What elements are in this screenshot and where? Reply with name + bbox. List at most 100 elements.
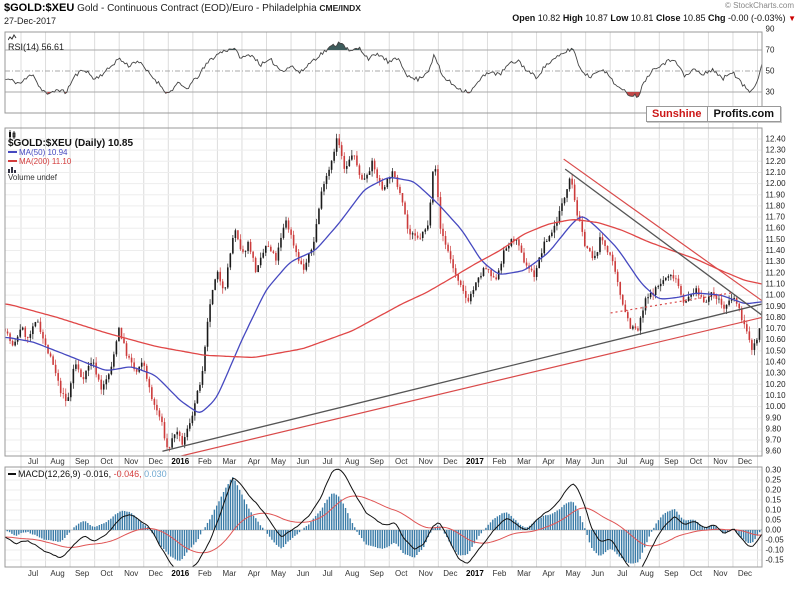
x-tick-label: Aug xyxy=(50,569,64,578)
x-axis-labels: Jul Aug Sep Oct Nov Dec 2016 Feb Mar Apr May Jun Jul… xyxy=(28,457,752,466)
y-tick-label: 11.00 xyxy=(766,291,786,300)
x-tick-label: 2017 xyxy=(466,457,484,466)
y-tick-label: 9.60 xyxy=(766,447,782,456)
x-tick-label: Jun xyxy=(297,457,310,466)
volume-bars-icon xyxy=(8,167,16,173)
x-tick-label: Sep xyxy=(75,569,90,578)
macd-hist-value: 0.030 xyxy=(144,469,167,479)
y-tick-label: 12.00 xyxy=(766,179,787,188)
open-label: Open xyxy=(512,13,536,23)
rising-support-red xyxy=(178,316,762,456)
x-tick-label: Sep xyxy=(664,457,679,466)
rsi-label-text: RSI(14) 56.61 xyxy=(8,42,65,52)
macd-label-text: MACD(12,26,9) xyxy=(18,469,81,479)
rsi-indicator-label: RSI(14) 56.61 xyxy=(8,34,64,52)
y-tick-label: 10.30 xyxy=(766,369,787,378)
chg-down-icon: ▼ xyxy=(788,14,796,23)
legend-ma50-row: MA(50) 10.94 xyxy=(8,148,133,157)
x-tick-label: May xyxy=(271,457,286,466)
y-tick-label: 11.70 xyxy=(766,213,786,222)
chg-value: -0.00 (-0.03%) xyxy=(728,13,786,23)
x-tick-label: Oct xyxy=(100,569,113,578)
moving-averages xyxy=(5,177,762,413)
trendlines xyxy=(162,158,762,456)
x-tick-label: Apr xyxy=(248,569,261,578)
macd-series xyxy=(5,468,762,567)
y-tick-label: 11.80 xyxy=(766,201,786,210)
y-tick-label: 12.20 xyxy=(766,157,787,166)
close-label: Close xyxy=(655,13,681,23)
close-value: 10.85 xyxy=(682,13,706,23)
rsi-reference-lines xyxy=(5,49,762,93)
legend-ma200-row: MA(200) 11.10 xyxy=(8,157,133,166)
y-tick-label: 0.10 xyxy=(766,506,782,515)
x-tick-label: Dec xyxy=(443,457,457,466)
macd-indicator-label: MACD(12,26,9) -0.016, -0.046, 0.030 xyxy=(8,469,167,479)
chart-header: $GOLD:$XEU Gold - Continuous Contract (E… xyxy=(4,2,361,14)
x-tick-label: Mar xyxy=(223,569,237,578)
x-tick-label: Oct xyxy=(690,457,703,466)
macd-signal-value: -0.046, xyxy=(113,469,142,479)
stockcharts-credit: © StockCharts.com xyxy=(724,1,794,10)
x-tick-label: Nov xyxy=(419,569,433,578)
x-tick-label: Oct xyxy=(100,457,113,466)
x-tick-label: Aug xyxy=(640,569,654,578)
x-tick-label: Dec xyxy=(738,457,752,466)
x-tick-label: Mar xyxy=(517,457,531,466)
exchange-code: CME/INDX xyxy=(319,3,361,13)
y-tick-label: 0.30 xyxy=(766,466,782,475)
y-tick-label: 12.10 xyxy=(766,168,787,177)
low-value: 10.81 xyxy=(630,13,654,23)
x-tick-label: May xyxy=(271,569,286,578)
price-gridlines xyxy=(5,138,762,561)
x-tick-label: Feb xyxy=(493,569,507,578)
y-tick-label: 0.15 xyxy=(766,496,782,505)
x-tick-label: Sep xyxy=(370,457,385,466)
y-tick-label: 12.30 xyxy=(766,146,787,155)
legend-symbol-text: $GOLD:$XEU (Daily) 10.85 xyxy=(8,138,134,149)
legend-volume-text: Volume undef xyxy=(8,173,57,182)
x-tick-label: Aug xyxy=(50,457,64,466)
y-tick-label: 10.90 xyxy=(766,302,787,311)
x-tick-label: Jul xyxy=(322,569,332,578)
x-tick-label: Feb xyxy=(198,569,212,578)
y-tick-label: 11.50 xyxy=(766,235,786,244)
x-tick-label: Dec xyxy=(738,569,752,578)
month-gridlines xyxy=(20,32,758,567)
x-tick-label: Aug xyxy=(345,569,359,578)
x-tick-label: May xyxy=(566,569,581,578)
x-tick-label: Apr xyxy=(248,457,261,466)
y-tick-label: 11.40 xyxy=(766,246,786,255)
x-tick-label: Nov xyxy=(713,569,727,578)
macd-line-swatch xyxy=(8,473,16,475)
legend-ma200-text: MA(200) 11.10 xyxy=(19,157,72,166)
ma50-line-swatch xyxy=(8,151,17,153)
x-tick-label: Sep xyxy=(370,569,385,578)
x-tick-label: Oct xyxy=(690,569,703,578)
legend-symbol-row: $GOLD:$XEU (Daily) 10.85 xyxy=(8,130,134,149)
y-tick-label: 0.25 xyxy=(766,476,782,485)
candlestick-icon xyxy=(9,130,16,139)
x-tick-label: Nov xyxy=(419,457,433,466)
y-tick-label: 0.05 xyxy=(766,516,782,525)
macd-y-axis: 0.300.250.200.150.100.050.00-0.05-0.10-0… xyxy=(766,466,785,565)
y-tick-label: 11.90 xyxy=(766,190,786,199)
x-axis-labels: Jul Aug Sep Oct Nov Dec 2016 Feb Mar Apr May Jun Jul… xyxy=(28,569,752,578)
x-tick-label: Dec xyxy=(149,569,163,578)
watermark-profits: Profits.com xyxy=(713,108,775,120)
y-tick-label: 50 xyxy=(766,67,775,76)
y-tick-label: 10.00 xyxy=(766,402,787,411)
x-tick-label: 2016 xyxy=(171,457,189,466)
x-tick-label: Jun xyxy=(297,569,310,578)
x-tick-label: 2016 xyxy=(171,569,189,578)
x-tick-label: Jul xyxy=(28,569,38,578)
y-tick-label: 11.30 xyxy=(766,257,786,266)
macd-histogram xyxy=(6,477,762,564)
x-tick-label: Sep xyxy=(664,569,679,578)
x-tick-label: Jul xyxy=(617,569,627,578)
short-dotted-red xyxy=(610,292,732,314)
y-tick-label: 0.00 xyxy=(766,526,782,535)
ma200-line-swatch xyxy=(8,160,17,162)
